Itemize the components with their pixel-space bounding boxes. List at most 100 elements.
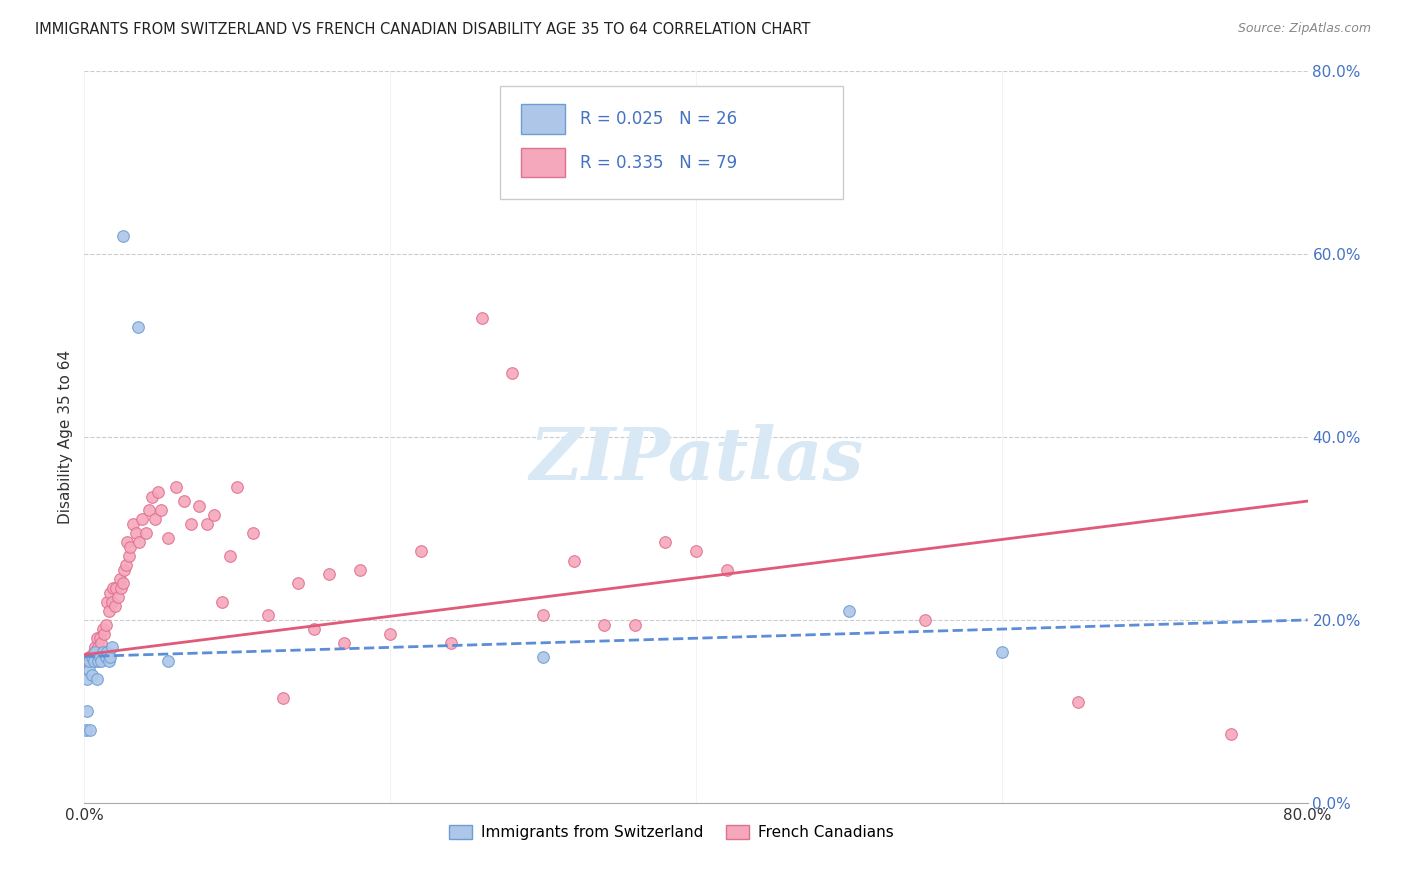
Point <box>87 654 110 668</box>
Point <box>211 594 233 608</box>
Point <box>101 594 124 608</box>
Point <box>89 649 111 664</box>
Point <box>89 645 111 659</box>
Point <box>165 480 187 494</box>
Point <box>76 673 98 687</box>
Point <box>83 654 105 668</box>
Point <box>80 667 103 681</box>
Point <box>135 526 157 541</box>
FancyBboxPatch shape <box>501 86 842 200</box>
Text: ZIPatlas: ZIPatlas <box>529 424 863 494</box>
Point <box>101 640 124 655</box>
Point <box>90 636 112 650</box>
Point <box>84 645 107 659</box>
Point <box>76 705 98 719</box>
Point <box>86 673 108 687</box>
Legend: Immigrants from Switzerland, French Canadians: Immigrants from Switzerland, French Cana… <box>443 819 900 847</box>
Point <box>77 649 100 664</box>
Point <box>271 690 294 705</box>
Y-axis label: Disability Age 35 to 64: Disability Age 35 to 64 <box>58 350 73 524</box>
Point <box>115 535 138 549</box>
Point <box>83 645 105 659</box>
Point <box>593 617 616 632</box>
Point <box>91 622 114 636</box>
Point <box>77 663 100 677</box>
Point <box>531 608 554 623</box>
Point <box>87 640 110 655</box>
Point <box>914 613 936 627</box>
Point <box>380 626 402 640</box>
Text: R = 0.335   N = 79: R = 0.335 N = 79 <box>579 153 737 172</box>
Point <box>349 563 371 577</box>
FancyBboxPatch shape <box>522 104 565 134</box>
Point <box>127 320 149 334</box>
Point <box>111 576 134 591</box>
Point <box>80 649 103 664</box>
Point <box>157 654 180 668</box>
Point <box>991 645 1014 659</box>
Point <box>218 549 240 563</box>
Point <box>149 503 172 517</box>
Point <box>141 490 163 504</box>
Point <box>107 590 129 604</box>
FancyBboxPatch shape <box>522 148 565 178</box>
Point <box>125 526 148 541</box>
Point <box>79 649 101 664</box>
Point <box>502 366 524 380</box>
Point <box>471 311 494 326</box>
Point <box>685 544 707 558</box>
Point <box>838 604 860 618</box>
Point <box>93 626 115 640</box>
Point <box>120 540 142 554</box>
Point <box>180 516 202 531</box>
Text: R = 0.025   N = 26: R = 0.025 N = 26 <box>579 110 737 128</box>
Point <box>440 636 463 650</box>
Point <box>624 617 647 632</box>
Point <box>98 585 121 599</box>
Point <box>79 723 101 737</box>
Point <box>96 645 118 659</box>
Point <box>114 558 136 573</box>
Point <box>77 654 100 668</box>
Text: IMMIGRANTS FROM SWITZERLAND VS FRENCH CANADIAN DISABILITY AGE 35 TO 64 CORRELATI: IMMIGRANTS FROM SWITZERLAND VS FRENCH CA… <box>35 22 810 37</box>
Point <box>110 581 132 595</box>
Point <box>131 512 153 526</box>
Point <box>86 632 108 646</box>
Point <box>173 494 195 508</box>
Point <box>91 645 114 659</box>
Point <box>80 654 103 668</box>
Point <box>138 503 160 517</box>
Point <box>94 617 117 632</box>
Point <box>77 654 100 668</box>
Point <box>188 499 211 513</box>
Point <box>112 563 135 577</box>
Point <box>654 535 676 549</box>
Point <box>83 654 105 668</box>
Point <box>318 567 340 582</box>
Point <box>89 632 111 646</box>
Point <box>226 480 249 494</box>
Point <box>242 526 264 541</box>
Point <box>96 594 118 608</box>
Text: Source: ZipAtlas.com: Source: ZipAtlas.com <box>1237 22 1371 36</box>
Point <box>75 654 97 668</box>
Point <box>98 649 121 664</box>
Point <box>108 572 131 586</box>
Point <box>195 516 218 531</box>
Point <box>287 576 309 591</box>
Point <box>157 531 180 545</box>
Point <box>84 649 107 664</box>
Point <box>111 229 134 244</box>
Point <box>97 604 120 618</box>
Point <box>103 581 125 595</box>
Point <box>90 654 112 668</box>
Point <box>409 544 432 558</box>
Point <box>75 723 97 737</box>
Point <box>104 599 127 614</box>
Point <box>86 645 108 659</box>
Point <box>257 608 280 623</box>
Point <box>122 516 145 531</box>
Point <box>333 636 356 650</box>
Point <box>97 654 120 668</box>
Point <box>146 485 169 500</box>
